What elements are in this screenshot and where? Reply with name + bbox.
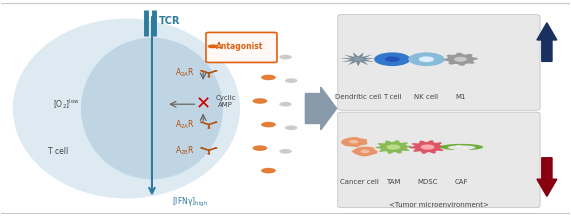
Text: ✕: ✕ (195, 95, 211, 113)
Circle shape (261, 122, 276, 127)
Polygon shape (443, 53, 478, 66)
Circle shape (285, 125, 297, 130)
FancyArrow shape (305, 87, 337, 130)
Text: Dendritic cell: Dendritic cell (335, 94, 381, 100)
Circle shape (200, 70, 203, 71)
Text: <Tumor microenvironment>: <Tumor microenvironment> (389, 202, 489, 208)
Circle shape (285, 78, 297, 83)
FancyArrow shape (537, 158, 557, 196)
Circle shape (374, 52, 411, 66)
Text: Antagonist: Antagonist (216, 42, 264, 51)
Text: M1: M1 (455, 94, 466, 100)
Circle shape (456, 145, 461, 147)
Circle shape (200, 122, 203, 123)
Circle shape (207, 153, 211, 154)
Circle shape (421, 145, 435, 150)
Circle shape (279, 102, 292, 107)
Circle shape (387, 145, 400, 150)
Circle shape (353, 57, 364, 61)
FancyArrow shape (537, 23, 557, 61)
FancyBboxPatch shape (206, 33, 277, 62)
Circle shape (419, 56, 434, 62)
Polygon shape (341, 137, 368, 147)
Text: TAM: TAM (386, 179, 401, 185)
Circle shape (252, 145, 267, 151)
Circle shape (215, 147, 218, 148)
Circle shape (454, 57, 467, 62)
Text: [O$\mathregular{_2}$]$\mathregular{^{low}}$: [O$\mathregular{_2}$]$\mathregular{^{low… (53, 97, 80, 111)
Polygon shape (440, 144, 483, 150)
Text: T cell: T cell (48, 147, 69, 156)
Text: T cell: T cell (383, 94, 401, 100)
Circle shape (252, 50, 267, 56)
Text: NK cell: NK cell (415, 94, 439, 100)
Circle shape (207, 127, 211, 129)
Circle shape (208, 44, 218, 48)
Circle shape (279, 55, 292, 59)
FancyBboxPatch shape (0, 3, 571, 214)
Circle shape (463, 147, 467, 149)
Circle shape (200, 147, 203, 148)
Text: A$\mathregular{_{2B}}$R: A$\mathregular{_{2B}}$R (175, 144, 194, 156)
Text: Cyclic
AMP: Cyclic AMP (215, 94, 236, 107)
Text: CAF: CAF (455, 179, 468, 185)
Polygon shape (339, 52, 377, 66)
Text: TCR: TCR (159, 16, 181, 26)
FancyBboxPatch shape (338, 15, 540, 110)
Text: A$\mathregular{_{2A}}$R: A$\mathregular{_{2A}}$R (175, 118, 194, 131)
Polygon shape (351, 147, 378, 156)
Circle shape (261, 75, 276, 80)
Circle shape (279, 149, 292, 154)
Circle shape (349, 140, 359, 143)
Polygon shape (375, 140, 412, 154)
Text: [IFN$\mathregular{\gamma}$]$\mathregular{_{high}}$: [IFN$\mathregular{\gamma}$]$\mathregular… (172, 196, 208, 209)
Circle shape (207, 76, 211, 77)
Circle shape (385, 56, 400, 62)
Text: A$\mathregular{_{2A}}$R: A$\mathregular{_{2A}}$R (175, 67, 194, 79)
Circle shape (360, 150, 369, 153)
Circle shape (215, 70, 218, 71)
Ellipse shape (81, 38, 223, 179)
FancyBboxPatch shape (338, 112, 540, 208)
Text: Cancer cell: Cancer cell (340, 179, 379, 185)
Circle shape (408, 52, 445, 66)
Text: MDSC: MDSC (417, 179, 438, 185)
Circle shape (261, 168, 276, 173)
Ellipse shape (13, 18, 240, 199)
Circle shape (215, 122, 218, 123)
Circle shape (252, 98, 267, 104)
Polygon shape (409, 140, 446, 154)
